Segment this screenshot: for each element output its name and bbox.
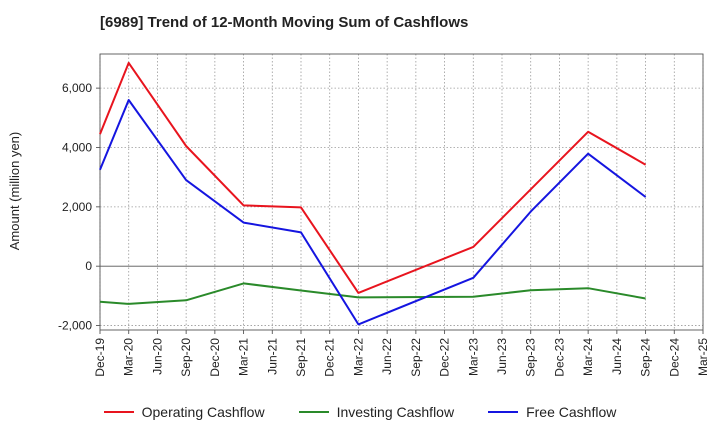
grid-lines [99,54,704,330]
legend-item-investing: Investing Cashflow [298,404,455,420]
x-tick-label: Jun-21 [265,338,279,375]
y-axis-ticks: -2,000 0 2,000 4,000 6,000 [58,81,100,333]
x-tick-label: Sep-21 [294,338,308,377]
x-tick-label: Jun-23 [495,338,509,375]
x-tick-label: Sep-20 [179,338,193,377]
legend-swatch-free [488,411,519,413]
y-tick-label: 2,000 [62,200,92,214]
series-line-free-cashflow [99,99,647,326]
legend-item-operating: Operating Cashflow [103,404,265,420]
y-axis-label: Amount (million yen) [7,132,22,251]
x-tick-label: Dec-23 [552,338,566,377]
chart-title: [6989] Trend of 12-Month Moving Sum of C… [100,14,469,31]
legend-item-free: Free Cashflow [488,404,616,420]
plot-border [99,53,704,331]
x-tick-label: Dec-19 [93,338,107,377]
x-tick-label: Jun-24 [610,338,624,375]
x-tick-label: Mar-21 [237,338,251,376]
x-tick-label: Sep-22 [409,338,423,377]
x-axis-ticks: Dec-19 Mar-20 Jun-20 Sep-20 Dec-20 Mar-21 Jun-… [93,330,710,377]
series-layer [99,61,647,326]
x-tick-label: Mar-24 [581,338,595,376]
legend: Operating Cashflow Investing Cashflow Fr… [0,404,720,420]
x-tick-label: Dec-21 [323,338,337,377]
x-tick-label: Mar-20 [122,338,136,376]
legend-swatch-investing [298,411,329,413]
legend-label-free: Free Cashflow [526,404,617,420]
y-tick-label: 6,000 [62,81,92,95]
x-tick-label: Mar-22 [351,338,365,376]
x-tick-label: Dec-20 [208,338,222,377]
x-tick-label: Jun-22 [380,338,394,375]
series-line-investing-cashflow [99,282,646,305]
legend-label-investing: Investing Cashflow [336,404,455,420]
x-tick-label: Dec-22 [438,338,452,377]
series-line-operating-cashflow [99,61,647,294]
legend-label-operating: Operating Cashflow [141,404,265,420]
legend-swatch-operating [103,411,134,413]
x-tick-label: Mar-25 [696,338,710,376]
x-tick-label: Sep-23 [524,338,538,377]
x-tick-label: Mar-23 [466,338,480,376]
y-tick-label: 0 [85,259,92,273]
plot-area [99,53,704,331]
x-tick-label: Jun-20 [150,338,164,375]
x-tick-label: Dec-24 [667,338,681,377]
y-tick-label: -2,000 [58,319,92,333]
y-tick-label: 4,000 [62,140,92,154]
x-tick-label: Sep-24 [639,338,653,377]
